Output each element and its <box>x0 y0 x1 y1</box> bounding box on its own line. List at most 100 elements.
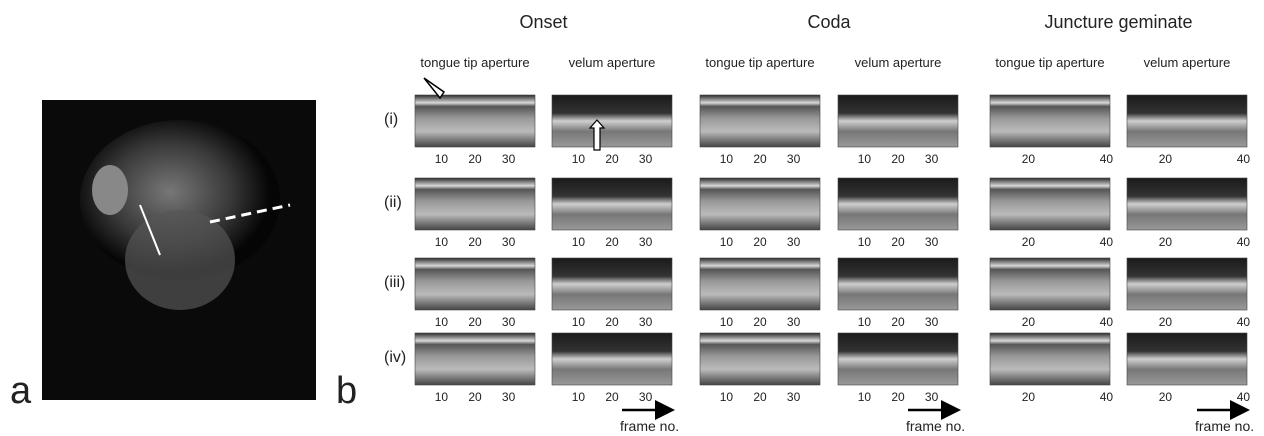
mri-profile <box>990 95 1110 147</box>
tick-label: 30 <box>639 235 652 249</box>
mri-profile <box>700 333 820 385</box>
tick-label: 30 <box>925 152 938 166</box>
tick-label: 10 <box>720 152 733 166</box>
tick-label: 10 <box>572 235 585 249</box>
mri-profile <box>700 258 820 310</box>
mri-profile <box>838 178 958 230</box>
column-title: Onset <box>519 12 567 33</box>
tick-label: 30 <box>787 152 800 166</box>
tick-label: 10 <box>858 152 871 166</box>
mri-profile <box>990 333 1110 385</box>
tick-label: 40 <box>1237 315 1250 329</box>
tick-label: 20 <box>605 390 618 404</box>
subcolumn-label: tongue tip aperture <box>705 55 815 71</box>
mri-profile <box>415 333 535 385</box>
mri-profile <box>552 178 672 230</box>
tick-label: 30 <box>502 152 515 166</box>
tick-label: 20 <box>753 390 766 404</box>
tick-label: 20 <box>891 152 904 166</box>
tick-label: 30 <box>925 315 938 329</box>
tick-label: 20 <box>1159 152 1172 166</box>
mri-profile <box>552 333 672 385</box>
mri-profile <box>838 95 958 147</box>
tick-label: 10 <box>435 315 448 329</box>
tick-label: 30 <box>787 315 800 329</box>
mri-profile <box>990 178 1110 230</box>
tick-label: 30 <box>925 390 938 404</box>
tick-label: 20 <box>468 390 481 404</box>
mri-profile <box>1127 333 1247 385</box>
axis-label: frame no. <box>620 418 679 434</box>
subcolumn-label: velum aperture <box>557 55 667 71</box>
mri-profile <box>415 178 535 230</box>
tick-label: 20 <box>1022 152 1035 166</box>
mri-profile <box>1127 258 1247 310</box>
mri-lips <box>92 165 128 215</box>
tick-label: 20 <box>1022 235 1035 249</box>
mri-profile <box>838 333 958 385</box>
tick-label: 10 <box>572 315 585 329</box>
tick-label: 10 <box>720 390 733 404</box>
tick-label: 20 <box>891 390 904 404</box>
mri-profile <box>1127 95 1247 147</box>
tick-label: 20 <box>753 315 766 329</box>
tick-label: 10 <box>435 235 448 249</box>
row-label: (iii) <box>384 274 405 292</box>
tick-label: 20 <box>605 235 618 249</box>
row-label: (i) <box>384 111 398 129</box>
tick-label: 40 <box>1237 152 1250 166</box>
tick-label: 20 <box>605 152 618 166</box>
tick-label: 20 <box>891 315 904 329</box>
axis-label: frame no. <box>1195 418 1254 434</box>
tick-label: 30 <box>925 235 938 249</box>
tick-label: 10 <box>720 235 733 249</box>
tick-label: 20 <box>605 315 618 329</box>
tick-label: 40 <box>1100 152 1113 166</box>
tick-label: 30 <box>502 390 515 404</box>
tick-label: 30 <box>787 390 800 404</box>
tick-label: 10 <box>572 152 585 166</box>
tick-label: 10 <box>720 315 733 329</box>
tick-label: 40 <box>1100 390 1113 404</box>
tick-label: 30 <box>502 315 515 329</box>
row-label: (iv) <box>384 349 406 367</box>
figure: a b (i) (ii) (iii) (iv) Onset tongue tip apertu… <box>0 0 1264 436</box>
tick-label: 10 <box>858 390 871 404</box>
tick-label: 40 <box>1237 235 1250 249</box>
mri-profile <box>1127 178 1247 230</box>
mri-profile <box>552 95 672 147</box>
tick-label: 10 <box>858 235 871 249</box>
tick-label: 20 <box>468 315 481 329</box>
mri-profile <box>700 178 820 230</box>
tick-label: 20 <box>1022 390 1035 404</box>
tick-label: 20 <box>1022 315 1035 329</box>
mri-profile <box>838 258 958 310</box>
column-title: Juncture geminate <box>1044 12 1192 33</box>
mri-profile <box>700 95 820 147</box>
tick-label: 40 <box>1100 235 1113 249</box>
tick-label: 20 <box>753 152 766 166</box>
tick-label: 20 <box>1159 315 1172 329</box>
subcolumn-label: tongue tip aperture <box>995 55 1105 71</box>
subcolumn-label: velum aperture <box>1132 55 1242 71</box>
tick-label: 20 <box>891 235 904 249</box>
tick-label: 10 <box>858 315 871 329</box>
tick-label: 30 <box>639 315 652 329</box>
tick-label: 20 <box>753 235 766 249</box>
tick-label: 30 <box>787 235 800 249</box>
tick-label: 30 <box>502 235 515 249</box>
mri-profile <box>990 258 1110 310</box>
tick-label: 10 <box>435 152 448 166</box>
panel-label: a <box>10 370 31 413</box>
tick-label: 30 <box>639 152 652 166</box>
tick-label: 20 <box>1159 235 1172 249</box>
row-label: (ii) <box>384 194 402 212</box>
tick-label: 10 <box>435 390 448 404</box>
tick-label: 30 <box>639 390 652 404</box>
panel-label: b <box>336 370 357 413</box>
tick-label: 40 <box>1100 315 1113 329</box>
tick-label: 20 <box>468 152 481 166</box>
column-title: Coda <box>807 12 850 33</box>
subcolumn-label: velum aperture <box>843 55 953 71</box>
tick-label: 20 <box>1159 390 1172 404</box>
